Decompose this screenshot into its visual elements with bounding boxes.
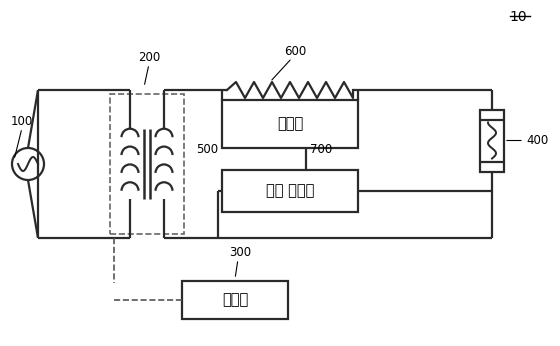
Text: 전류 조절부: 전류 조절부 [266, 183, 314, 199]
Bar [110, 94, 184, 234]
Bar [480, 109, 504, 172]
Text: 400: 400 [526, 134, 548, 147]
Text: 측정부: 측정부 [277, 117, 303, 131]
Bar [182, 281, 288, 319]
Text: 10: 10 [509, 10, 527, 24]
Text: 500: 500 [196, 143, 218, 156]
Text: 300: 300 [229, 246, 251, 259]
Text: 600: 600 [284, 45, 306, 58]
Text: 알림부: 알림부 [222, 292, 248, 308]
Text: 200: 200 [138, 51, 160, 64]
Bar [222, 100, 358, 148]
Bar [222, 170, 358, 212]
Text: 100: 100 [11, 115, 33, 128]
Text: 700: 700 [310, 143, 333, 156]
